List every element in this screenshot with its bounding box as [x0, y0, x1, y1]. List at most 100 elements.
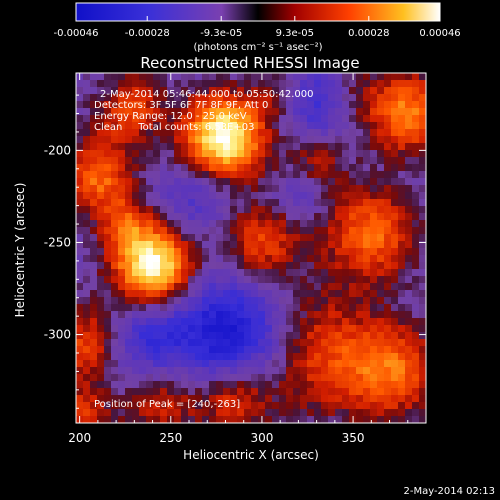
- heatmap-cell: [258, 283, 266, 291]
- heatmap-cell: [370, 122, 378, 130]
- heatmap-cell: [153, 381, 161, 389]
- heatmap-cell: [342, 192, 350, 200]
- heatmap-cell: [244, 136, 252, 144]
- heatmap-cell: [335, 185, 343, 193]
- heatmap-cell: [188, 192, 196, 200]
- heatmap-cell: [90, 297, 98, 305]
- heatmap-cell: [132, 136, 140, 144]
- heatmap-cell: [405, 73, 413, 81]
- heatmap-cell: [188, 332, 196, 340]
- heatmap-cell: [391, 381, 399, 389]
- heatmap-cell: [258, 269, 266, 277]
- heatmap-cell: [111, 402, 119, 410]
- heatmap-cell: [251, 255, 259, 263]
- heatmap-cell: [356, 276, 364, 284]
- heatmap-cell: [272, 395, 280, 403]
- heatmap-cell: [209, 143, 217, 151]
- heatmap-cell: [244, 241, 252, 249]
- heatmap-cell: [153, 122, 161, 130]
- heatmap-cell: [349, 115, 357, 123]
- heatmap-cell: [349, 164, 357, 172]
- heatmap-cell: [342, 283, 350, 291]
- heatmap-cell: [279, 192, 287, 200]
- heatmap-cell: [244, 276, 252, 284]
- heatmap-cell: [139, 164, 147, 172]
- heatmap-cell: [335, 115, 343, 123]
- heatmap-cell: [195, 409, 203, 417]
- heatmap-cell: [76, 311, 84, 319]
- heatmap-cell: [272, 73, 280, 81]
- heatmap-cell: [272, 171, 280, 179]
- heatmap-cell: [356, 73, 364, 81]
- heatmap-cell: [405, 185, 413, 193]
- heatmap-cell: [104, 129, 112, 137]
- heatmap-cell: [349, 255, 357, 263]
- heatmap-cell: [265, 171, 273, 179]
- heatmap-cell: [272, 416, 280, 423]
- heatmap-cell: [167, 395, 175, 403]
- heatmap-cell: [181, 325, 189, 333]
- heatmap-cell: [118, 304, 126, 312]
- heatmap-cell: [195, 367, 203, 375]
- heatmap-cell: [153, 416, 161, 423]
- heatmap-cell: [181, 297, 189, 305]
- heatmap-cell: [202, 332, 210, 340]
- heatmap-cell: [223, 150, 231, 158]
- heatmap-cell: [412, 178, 420, 186]
- heatmap-cell: [195, 164, 203, 172]
- heatmap-cell: [195, 87, 203, 95]
- heatmap-cell: [90, 248, 98, 256]
- heatmap-cell: [244, 416, 252, 423]
- y-axis-label: Heliocentric Y (arcsec): [13, 183, 27, 318]
- heatmap-cell: [76, 255, 84, 263]
- heatmap-cell: [160, 346, 168, 354]
- heatmap-cell: [370, 346, 378, 354]
- heatmap-cell: [335, 171, 343, 179]
- heatmap-cell: [251, 185, 259, 193]
- heatmap-cell: [377, 143, 385, 151]
- heatmap-cell: [118, 199, 126, 207]
- heatmap-cell: [307, 115, 315, 123]
- heatmap-cell: [160, 143, 168, 151]
- heatmap-cell: [195, 199, 203, 207]
- heatmap-cell: [76, 262, 84, 270]
- heatmap-cell: [181, 108, 189, 116]
- heatmap-cell: [293, 192, 301, 200]
- heatmap-cell: [209, 94, 217, 102]
- heatmap-cell: [118, 80, 126, 88]
- heatmap-cell: [90, 395, 98, 403]
- heatmap-cell: [349, 290, 357, 298]
- heatmap-cell: [412, 101, 420, 109]
- heatmap-cell: [202, 311, 210, 319]
- heatmap-cell: [370, 304, 378, 312]
- heatmap-cell: [104, 353, 112, 361]
- heatmap-cell: [237, 318, 245, 326]
- heatmap-cell: [363, 101, 371, 109]
- heatmap-cell: [244, 192, 252, 200]
- heatmap-cell: [349, 122, 357, 130]
- heatmap-cell: [391, 290, 399, 298]
- heatmap-cell: [139, 185, 147, 193]
- heatmap-cell: [216, 171, 224, 179]
- heatmap-cell: [265, 164, 273, 172]
- heatmap-cell: [244, 234, 252, 242]
- heatmap-cell: [412, 248, 420, 256]
- heatmap-cell: [286, 234, 294, 242]
- heatmap-cell: [356, 311, 364, 319]
- heatmap-cell: [216, 178, 224, 186]
- heatmap-cell: [111, 122, 119, 130]
- heatmap-cell: [251, 164, 259, 172]
- heatmap-cell: [174, 94, 182, 102]
- heatmap-cell: [209, 283, 217, 291]
- heatmap-cell: [146, 416, 154, 423]
- heatmap-cell: [90, 388, 98, 396]
- heatmap-cell: [195, 80, 203, 88]
- heatmap-cell: [118, 367, 126, 375]
- heatmap-cell: [153, 353, 161, 361]
- heatmap-cell: [160, 115, 168, 123]
- heatmap-cell: [76, 199, 84, 207]
- heatmap-cell: [370, 318, 378, 326]
- heatmap-cell: [328, 346, 336, 354]
- heatmap-cell: [314, 269, 322, 277]
- heatmap-cell: [132, 290, 140, 298]
